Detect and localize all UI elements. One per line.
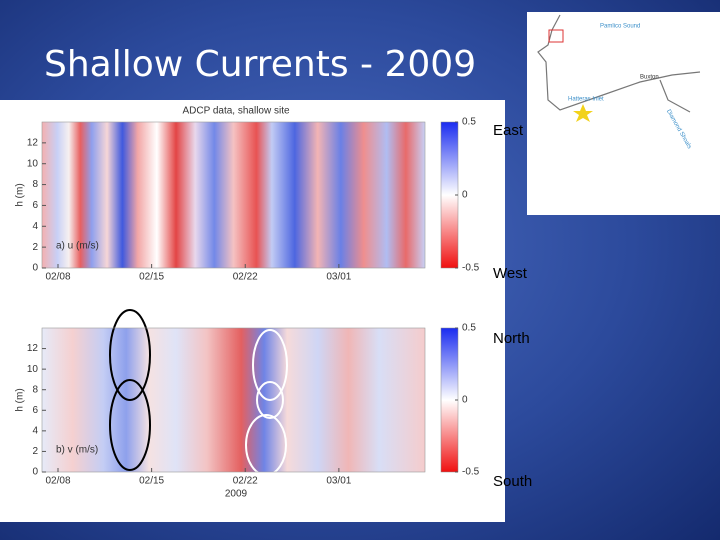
y-tick-label: 0 [32,467,38,478]
colorbar-tick-label: 0.5 [462,323,476,334]
y-tick-label: 4 [32,221,38,232]
figure-title: ADCP data, shallow site [182,106,290,117]
y-tick-label: 2 [32,242,38,253]
map-label: Pamlico Sound [600,24,640,30]
inset-box [548,29,564,43]
plot-frame [41,121,426,269]
map-label: Hatteras Inlet [568,97,604,103]
y-tick-label: 4 [32,425,38,436]
x-tick-label: 02/15 [139,272,164,283]
x-tick-label: 02/22 [233,272,258,283]
y-tick-label: 12 [27,137,39,148]
heatmap-u [42,122,425,268]
y-axis-label: h (m) [15,183,26,206]
x-tick-label: 03/01 [326,272,351,283]
direction-label: South [493,473,532,490]
x-tick-label: 02/08 [45,272,70,283]
map [527,12,720,215]
direction-label: East [493,122,524,139]
y-tick-label: 2 [32,446,38,457]
site-star [573,104,593,122]
highlight-ellipse [252,329,288,401]
colorbar-tick-label: 0 [462,190,468,201]
x-tick-label: 03/01 [326,476,351,487]
highlight-ellipse [109,379,151,471]
y-tick-label: 6 [32,405,38,416]
colorbar-tick-label: 0.5 [462,117,476,128]
y-tick-label: 12 [27,343,39,354]
x-tick-label: 02/22 [233,476,258,487]
heatmap-v [42,328,425,472]
y-axis-label: h (m) [15,388,26,411]
y-tick-label: 10 [27,364,39,375]
highlight-ellipse [245,414,287,476]
y-tick-label: 8 [32,179,38,190]
map-label: Buxton [640,75,659,81]
colorbar-tick-label: 0 [462,395,468,406]
direction-label: North [493,330,530,347]
slide-title: Shallow Currents - 2009 [44,44,477,85]
highlight-ellipse [256,381,284,419]
highlight-ellipse [109,309,151,401]
x-axis-label: 2009 [225,489,248,500]
colorbar-tick-label: -0.5 [462,263,480,274]
panel-label: b) v (m/s) [56,445,98,456]
x-tick-label: 02/15 [139,476,164,487]
colorbar-tick-label: -0.5 [462,467,480,478]
y-tick-label: 6 [32,200,38,211]
panel-label: a) u (m/s) [56,241,99,252]
y-tick-label: 8 [32,384,38,395]
x-tick-label: 02/08 [45,476,70,487]
y-tick-label: 10 [27,158,39,169]
direction-label: West [493,265,528,282]
plot-frame [41,327,426,473]
y-tick-label: 0 [32,263,38,274]
